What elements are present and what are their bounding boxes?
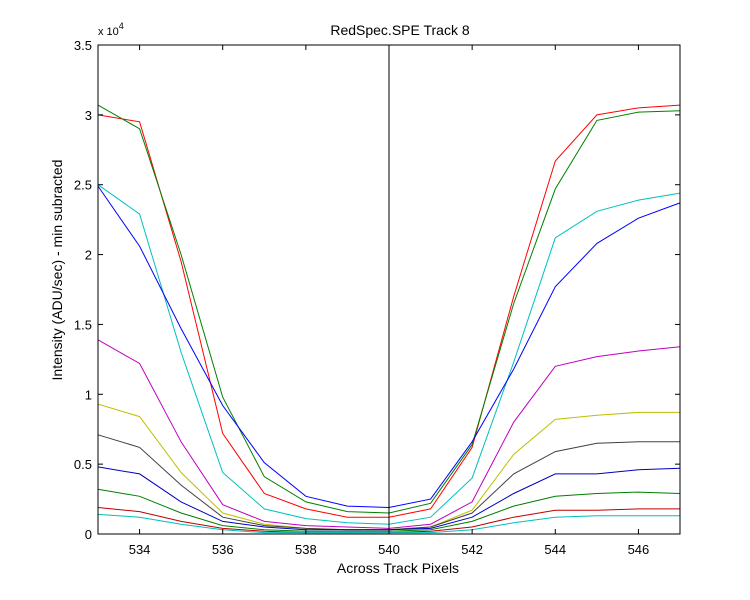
x-tick-label: 542 [461, 542, 483, 557]
chart-marks [97, 45, 681, 534]
x-tick-label: 544 [544, 542, 566, 557]
y-axis-label: Intensity (ADU/sec) - min subracted [49, 160, 65, 381]
x-axis-label: Across Track Pixels [337, 560, 459, 576]
y-tick-label: 2.5 [74, 178, 92, 193]
x-tick-label: 538 [295, 542, 317, 557]
y-tick-label: 2 [85, 248, 92, 263]
y-tick-label: 0 [85, 527, 92, 542]
x-tick-label: 546 [628, 542, 650, 557]
y-tick-label: 3 [85, 108, 92, 123]
x-tick-label: 534 [129, 542, 151, 557]
y-exponent-power: 4 [119, 21, 124, 31]
y-tick-label: 1.5 [74, 317, 92, 332]
y-tick-label: 0.5 [74, 457, 92, 472]
y-tick-label: 1 [85, 387, 92, 402]
x-tick-label: 540 [378, 542, 400, 557]
y-tick-label: 3.5 [74, 38, 92, 53]
chart-ticks: 534 536 538 540 542 544 546 0 0.5 1 1.5 2 2.5 3 3.5 [74, 38, 680, 557]
y-axis-exponent-label: x 104 [98, 21, 124, 38]
chart-title: RedSpec.SPE Track 8 [330, 22, 470, 38]
x-tick-label: 536 [212, 542, 234, 557]
y-exponent-base: x 10 [98, 26, 119, 38]
